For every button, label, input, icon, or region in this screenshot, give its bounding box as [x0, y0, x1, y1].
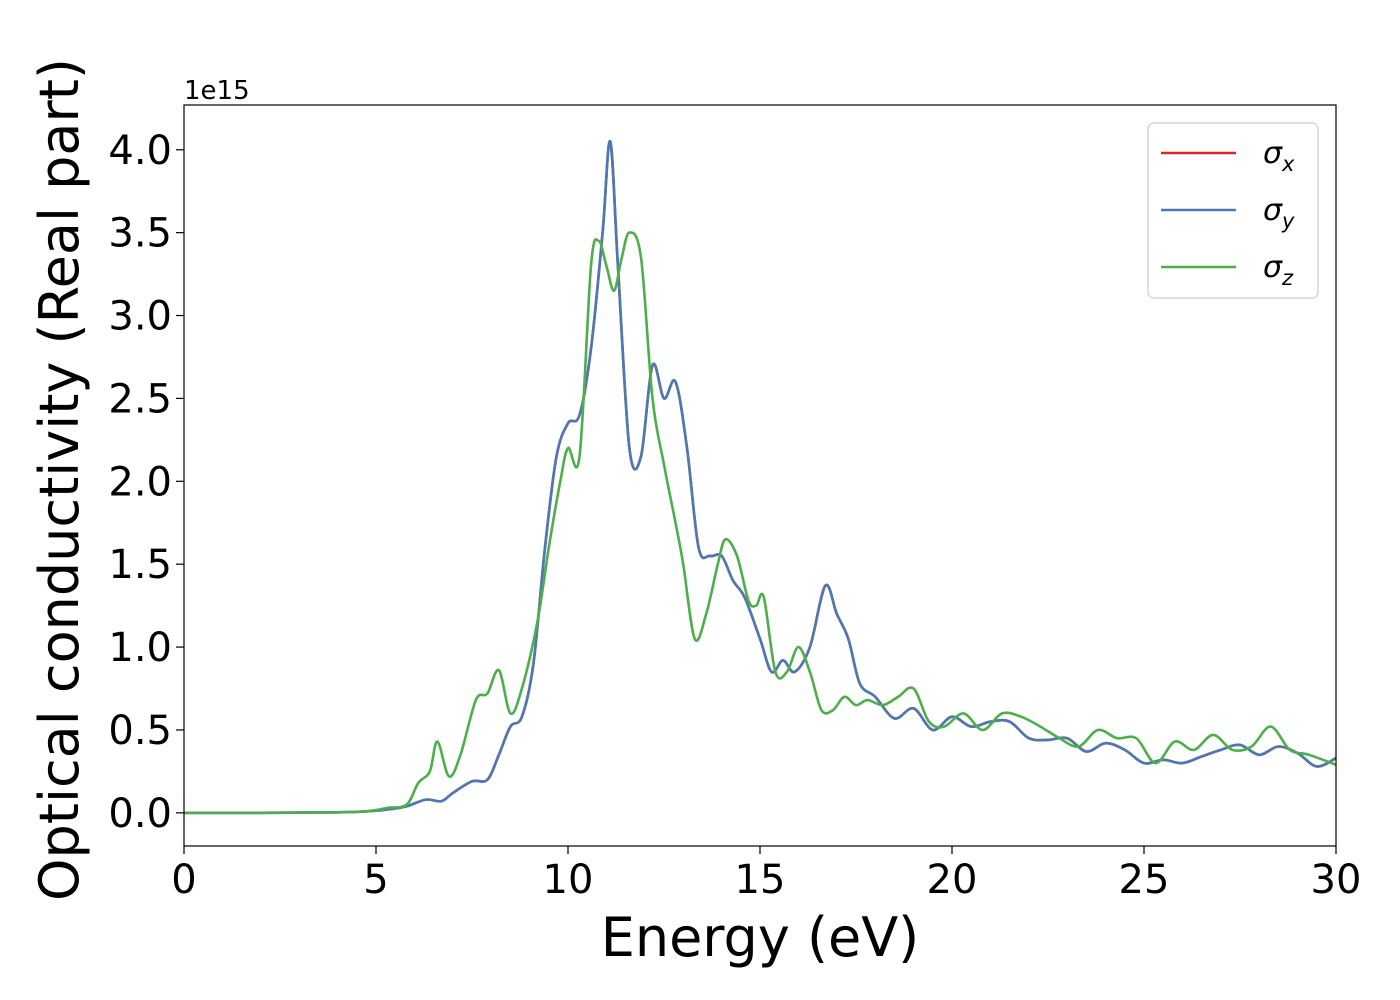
y-tick-label: 2.5: [108, 376, 172, 422]
series-line-z: [184, 231, 1336, 815]
legend-label-y: σy: [1263, 193, 1295, 233]
y-tick-label: 0.5: [108, 708, 172, 754]
y-offset-label: 1e15: [184, 76, 250, 106]
y-axis-label: Optical conductivity (Real part): [28, 58, 91, 901]
series-line-y: [184, 140, 1336, 815]
x-tick-label: 30: [1311, 857, 1362, 903]
y-tick-label: 1.5: [108, 542, 172, 588]
y-tick-label: 3.0: [108, 294, 172, 340]
ticks-layer: 0 5 10 15 20 25 30 0.0 0.5 1.0 1.5 2.0 2.5 3.0 3.5 4.0: [108, 128, 1361, 903]
y-tick-label: 4.0: [108, 128, 172, 174]
x-tick-label: 0: [171, 857, 196, 903]
x-tick-label: 25: [1119, 857, 1170, 903]
y-tick-label: 2.0: [108, 459, 172, 505]
x-tick-label: 20: [927, 857, 978, 903]
y-tick-label: 1.0: [108, 625, 172, 671]
y-tick-label: 0.0: [108, 791, 172, 837]
x-tick-label: 15: [735, 857, 786, 903]
series-layer: [184, 140, 1336, 815]
x-tick-label: 5: [363, 857, 388, 903]
x-axis-label: Energy (eV): [601, 906, 920, 969]
y-tick-label: 3.5: [108, 211, 172, 257]
x-tick-label: 10: [543, 857, 594, 903]
